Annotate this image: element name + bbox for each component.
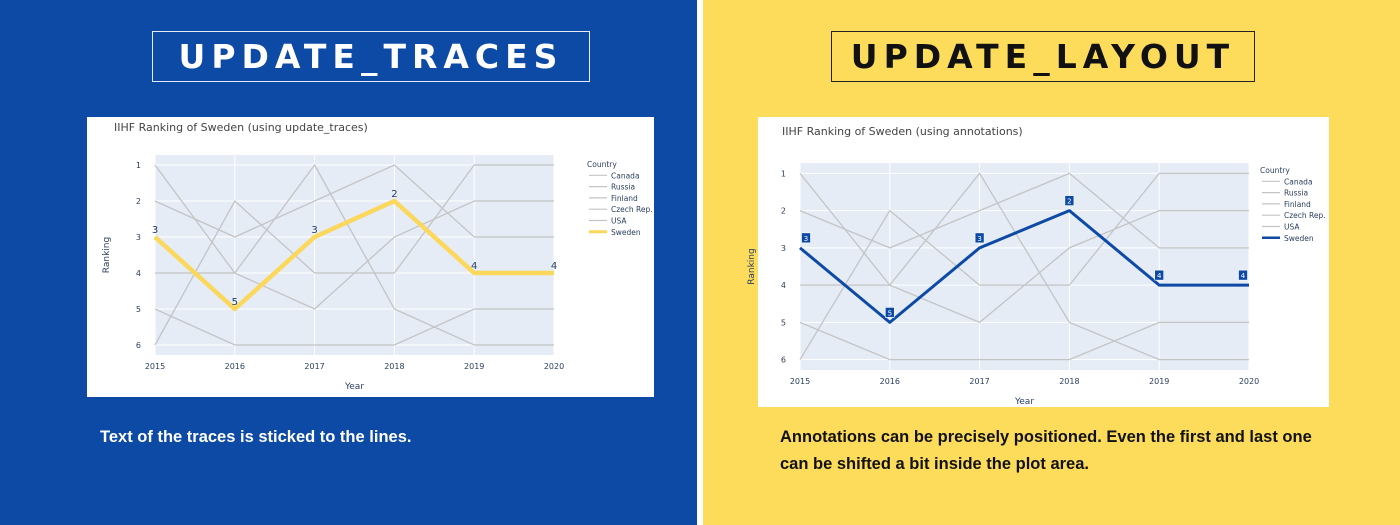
right-chart: 1 2 3 4 5 6 2015 2016 2017 2018 2019 2020 IIHF Ranki… xyxy=(747,125,1326,407)
plot-area xyxy=(800,163,1249,370)
y-tick-label: 4 xyxy=(136,269,141,278)
plot-area xyxy=(155,155,554,355)
series-line-russia xyxy=(799,172,1249,249)
chart-title: IIHF Ranking of Sweden (using update_tra… xyxy=(114,121,368,134)
left-heading: UPDATE_TRACES xyxy=(152,31,590,82)
x-tick-label: 2015 xyxy=(790,377,810,386)
left-chart-card: 1 2 3 4 5 6 2015 2016 2017 2018 2019 2020 IIHF Ranki… xyxy=(87,117,654,397)
data-label: 2 xyxy=(391,189,397,200)
left-caption: Text of the traces is sticked to the lin… xyxy=(100,428,412,446)
legend-title: Country xyxy=(1260,166,1290,175)
x-tick-label: 2016 xyxy=(880,377,900,386)
legend-item: Canada xyxy=(1284,177,1313,186)
data-label: 3 xyxy=(152,225,158,236)
data-label-box xyxy=(1238,269,1248,281)
left-chart: 1 2 3 4 5 6 2015 2016 2017 2018 2019 2020 IIHF Ranki… xyxy=(102,121,653,392)
series-line-usa xyxy=(800,172,1249,361)
y-tick-label: 3 xyxy=(781,244,786,253)
x-tick-label: 2015 xyxy=(145,362,165,371)
y-tick-label: 3 xyxy=(136,233,141,242)
y-tick-label: 6 xyxy=(781,356,786,365)
y-tick-label: 4 xyxy=(781,281,786,290)
legend-item: Russia xyxy=(611,183,635,192)
y-tick-label: 5 xyxy=(781,318,786,327)
x-tick-label: 2016 xyxy=(225,362,245,371)
right-caption: Annotations can be precisely positioned.… xyxy=(780,428,1312,473)
legend-item: Canada xyxy=(611,171,640,180)
series-line-finland xyxy=(154,164,554,346)
data-label-box xyxy=(974,232,985,244)
legend-item: USA xyxy=(611,217,627,226)
data-label: 4 xyxy=(471,261,477,272)
legend-item: Finland xyxy=(1284,200,1311,209)
legend-title: Country xyxy=(587,160,617,169)
x-tick-label: 2017 xyxy=(304,362,324,371)
x-tick-label: 2020 xyxy=(1239,377,1259,386)
x-axis-label: Year xyxy=(1014,397,1034,407)
right-chart-card: 1 2 3 4 5 6 2015 2016 2017 2018 2019 2020 IIHF Ranki… xyxy=(747,117,1329,407)
chart-title: IIHF Ranking of Sweden (using annotation… xyxy=(782,125,1023,138)
legend-item: Finland xyxy=(611,194,638,203)
y-tick-label: 1 xyxy=(781,169,786,178)
legend-item: Czech Rep. xyxy=(611,205,653,214)
data-label: 3 xyxy=(311,225,317,236)
y-axis-label: Ranking xyxy=(102,237,112,273)
series-line-sweden xyxy=(799,209,1249,324)
series-line-finland xyxy=(799,172,1249,360)
x-tick-label: 2019 xyxy=(1149,377,1169,386)
legend-item: Czech Rep. xyxy=(1284,211,1326,220)
x-axis-label: Year xyxy=(344,382,364,392)
series-line-czech-rep xyxy=(799,321,1249,361)
x-tick-label: 2020 xyxy=(544,362,564,371)
legend-item: Sweden xyxy=(611,228,641,237)
data-label-box xyxy=(885,307,895,318)
y-tick-label: 5 xyxy=(136,305,141,314)
data-label: 4 xyxy=(1241,272,1246,280)
y-axis-label: Ranking xyxy=(747,248,757,284)
data-label: 4 xyxy=(551,261,557,272)
data-label: 2 xyxy=(1067,198,1071,206)
y-tick-label: 2 xyxy=(136,197,141,206)
series-line-czech-rep xyxy=(154,308,554,346)
data-label-box xyxy=(1064,195,1075,206)
y-tick-label: 2 xyxy=(781,207,786,216)
data-label-box xyxy=(1154,269,1165,281)
x-tick-label: 2018 xyxy=(384,362,404,371)
y-tick-label: 6 xyxy=(136,341,141,350)
series-line-usa xyxy=(155,163,554,346)
y-tick-label: 1 xyxy=(136,161,141,170)
legend-item: Russia xyxy=(1284,189,1308,198)
right-heading: UPDATE_LAYOUT xyxy=(831,31,1255,82)
legend-item: USA xyxy=(1284,223,1300,232)
data-label: 4 xyxy=(1157,272,1162,280)
data-label-box xyxy=(801,232,811,244)
data-label: 3 xyxy=(977,235,981,243)
data-label: 5 xyxy=(232,297,238,308)
x-tick-label: 2018 xyxy=(1059,377,1079,386)
data-label: 3 xyxy=(804,235,808,243)
legend-item: Sweden xyxy=(1284,234,1314,243)
series-line-russia xyxy=(154,164,554,238)
right-panel: UPDATE_LAYOUT 1 2 3 4 5 6 2015 2016 2017 2018 2019… xyxy=(703,0,1400,525)
x-tick-label: 2019 xyxy=(464,362,484,371)
series-line-sweden xyxy=(153,198,554,312)
x-tick-label: 2017 xyxy=(969,377,989,386)
left-panel: UPDATE_TRACES 1 2 3 4 5 6 2015 2016 2017 2018 2019… xyxy=(0,0,697,525)
data-label: 5 xyxy=(888,309,892,317)
